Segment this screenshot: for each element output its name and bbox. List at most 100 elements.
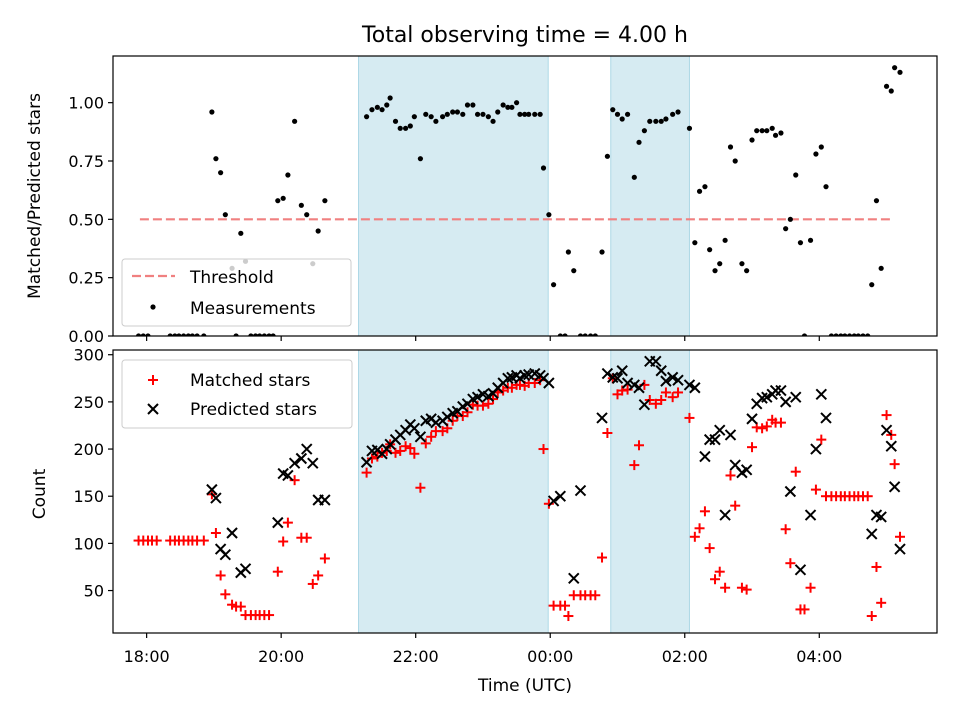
- matched-marker: [866, 611, 877, 622]
- measurement-point: [526, 111, 532, 117]
- predicted-marker: [815, 388, 828, 401]
- predicted-marker: [547, 495, 560, 507]
- matched-marker: [895, 531, 906, 542]
- matched-marker: [597, 552, 608, 563]
- measurement-point: [787, 216, 793, 222]
- y-tick-label: 200: [73, 440, 104, 459]
- measurement-point: [374, 104, 380, 110]
- measurement-point: [403, 125, 409, 131]
- chart-title: Total observing time = 4.00 h: [361, 23, 688, 48]
- measurement-point: [647, 118, 653, 124]
- predicted-marker: [633, 382, 645, 394]
- y-tick-label: 150: [73, 487, 104, 506]
- predicted-marker: [709, 433, 721, 446]
- matched-marker: [215, 570, 226, 581]
- measurement-point: [702, 184, 708, 190]
- top-ylabel: Matched/Predicted stars: [25, 93, 45, 299]
- matched-marker: [810, 484, 821, 495]
- y-tick-label: 250: [73, 393, 104, 412]
- matched-marker: [747, 442, 758, 453]
- matched-marker: [876, 597, 887, 608]
- matched-marker: [694, 523, 705, 534]
- measurement-point: [599, 249, 605, 255]
- matched-marker: [289, 475, 300, 486]
- matched-marker: [656, 394, 667, 405]
- predicted-marker: [790, 391, 802, 403]
- measurement-point: [280, 195, 286, 201]
- legend: Matched stars Predicted stars: [121, 359, 353, 429]
- predicted-marker: [880, 424, 893, 436]
- predicted-marker: [226, 527, 238, 539]
- measurement-point: [407, 123, 413, 129]
- measurement-point: [807, 237, 814, 243]
- measurement-point: [181, 333, 187, 336]
- predicted-marker: [554, 490, 567, 502]
- matched-marker: [390, 447, 401, 458]
- matched-marker: [644, 394, 655, 405]
- measurement-point: [833, 333, 839, 336]
- predicted-marker: [866, 528, 878, 540]
- predicted-marker: [784, 485, 797, 498]
- predicted-marker: [761, 391, 773, 403]
- measurement-point: [587, 333, 594, 336]
- predicted-marker: [638, 399, 651, 411]
- measurement-point: [797, 240, 804, 246]
- measurement-point: [675, 109, 681, 115]
- measurement-point: [842, 333, 848, 336]
- matched-marker: [862, 491, 873, 502]
- matched-marker: [775, 417, 786, 428]
- measurement-point: [392, 118, 399, 124]
- measurement-point: [285, 172, 291, 178]
- measurement-point: [140, 333, 146, 336]
- matched-marker: [730, 500, 741, 511]
- measurement-point: [135, 333, 142, 336]
- matched-marker: [278, 536, 289, 547]
- measurement-point: [363, 114, 370, 120]
- x-tick-label: 18:00: [124, 647, 170, 666]
- matched-marker: [282, 517, 293, 528]
- measurement-point: [717, 261, 723, 267]
- predicted-marker: [894, 543, 906, 555]
- matched-marker: [881, 410, 892, 421]
- measurement-point: [546, 212, 552, 218]
- measurement-point: [270, 333, 276, 336]
- measurement-point: [838, 333, 844, 336]
- predicted-marker: [650, 355, 662, 368]
- matched-marker: [447, 415, 458, 426]
- matched-marker: [220, 589, 231, 600]
- matched-marker: [785, 558, 796, 569]
- measurement-point: [614, 111, 621, 117]
- matched-marker: [667, 392, 678, 403]
- measurement-point: [855, 333, 861, 336]
- matched-marker: [816, 434, 827, 445]
- matched-marker: [714, 566, 725, 577]
- predicted-marker: [574, 484, 587, 497]
- bottom-ylabel: Count: [30, 468, 50, 519]
- measurement-point: [557, 333, 563, 336]
- measurement-point: [145, 333, 151, 336]
- measurement-point: [828, 333, 834, 336]
- matched-marker: [307, 578, 318, 589]
- predicted-marker: [616, 365, 628, 377]
- predicted-marker: [804, 509, 817, 521]
- measurement-point: [532, 111, 538, 117]
- bottom-panel: 50 100 150 200 250 300 18:00 20:00 22:00 00:00 02:…: [73, 346, 938, 666]
- legend: Threshold Measurements: [121, 258, 352, 327]
- matched-marker: [462, 407, 473, 418]
- measurement-point: [454, 109, 460, 115]
- measurement-point: [218, 170, 224, 176]
- predicted-marker: [719, 509, 731, 521]
- predicted-marker: [769, 384, 782, 397]
- matched-marker: [395, 445, 406, 456]
- measurement-point: [417, 156, 424, 162]
- measurement-point: [869, 282, 875, 288]
- measurement-point: [315, 228, 321, 234]
- measurement-point: [222, 212, 228, 218]
- predicted-marker: [147, 403, 159, 415]
- predicted-marker: [888, 481, 901, 493]
- predicted-marker: [655, 365, 667, 377]
- measurement-point: [194, 333, 200, 336]
- predicted-marker: [408, 422, 421, 435]
- matched-marker: [264, 610, 275, 621]
- measurement-point: [577, 333, 584, 336]
